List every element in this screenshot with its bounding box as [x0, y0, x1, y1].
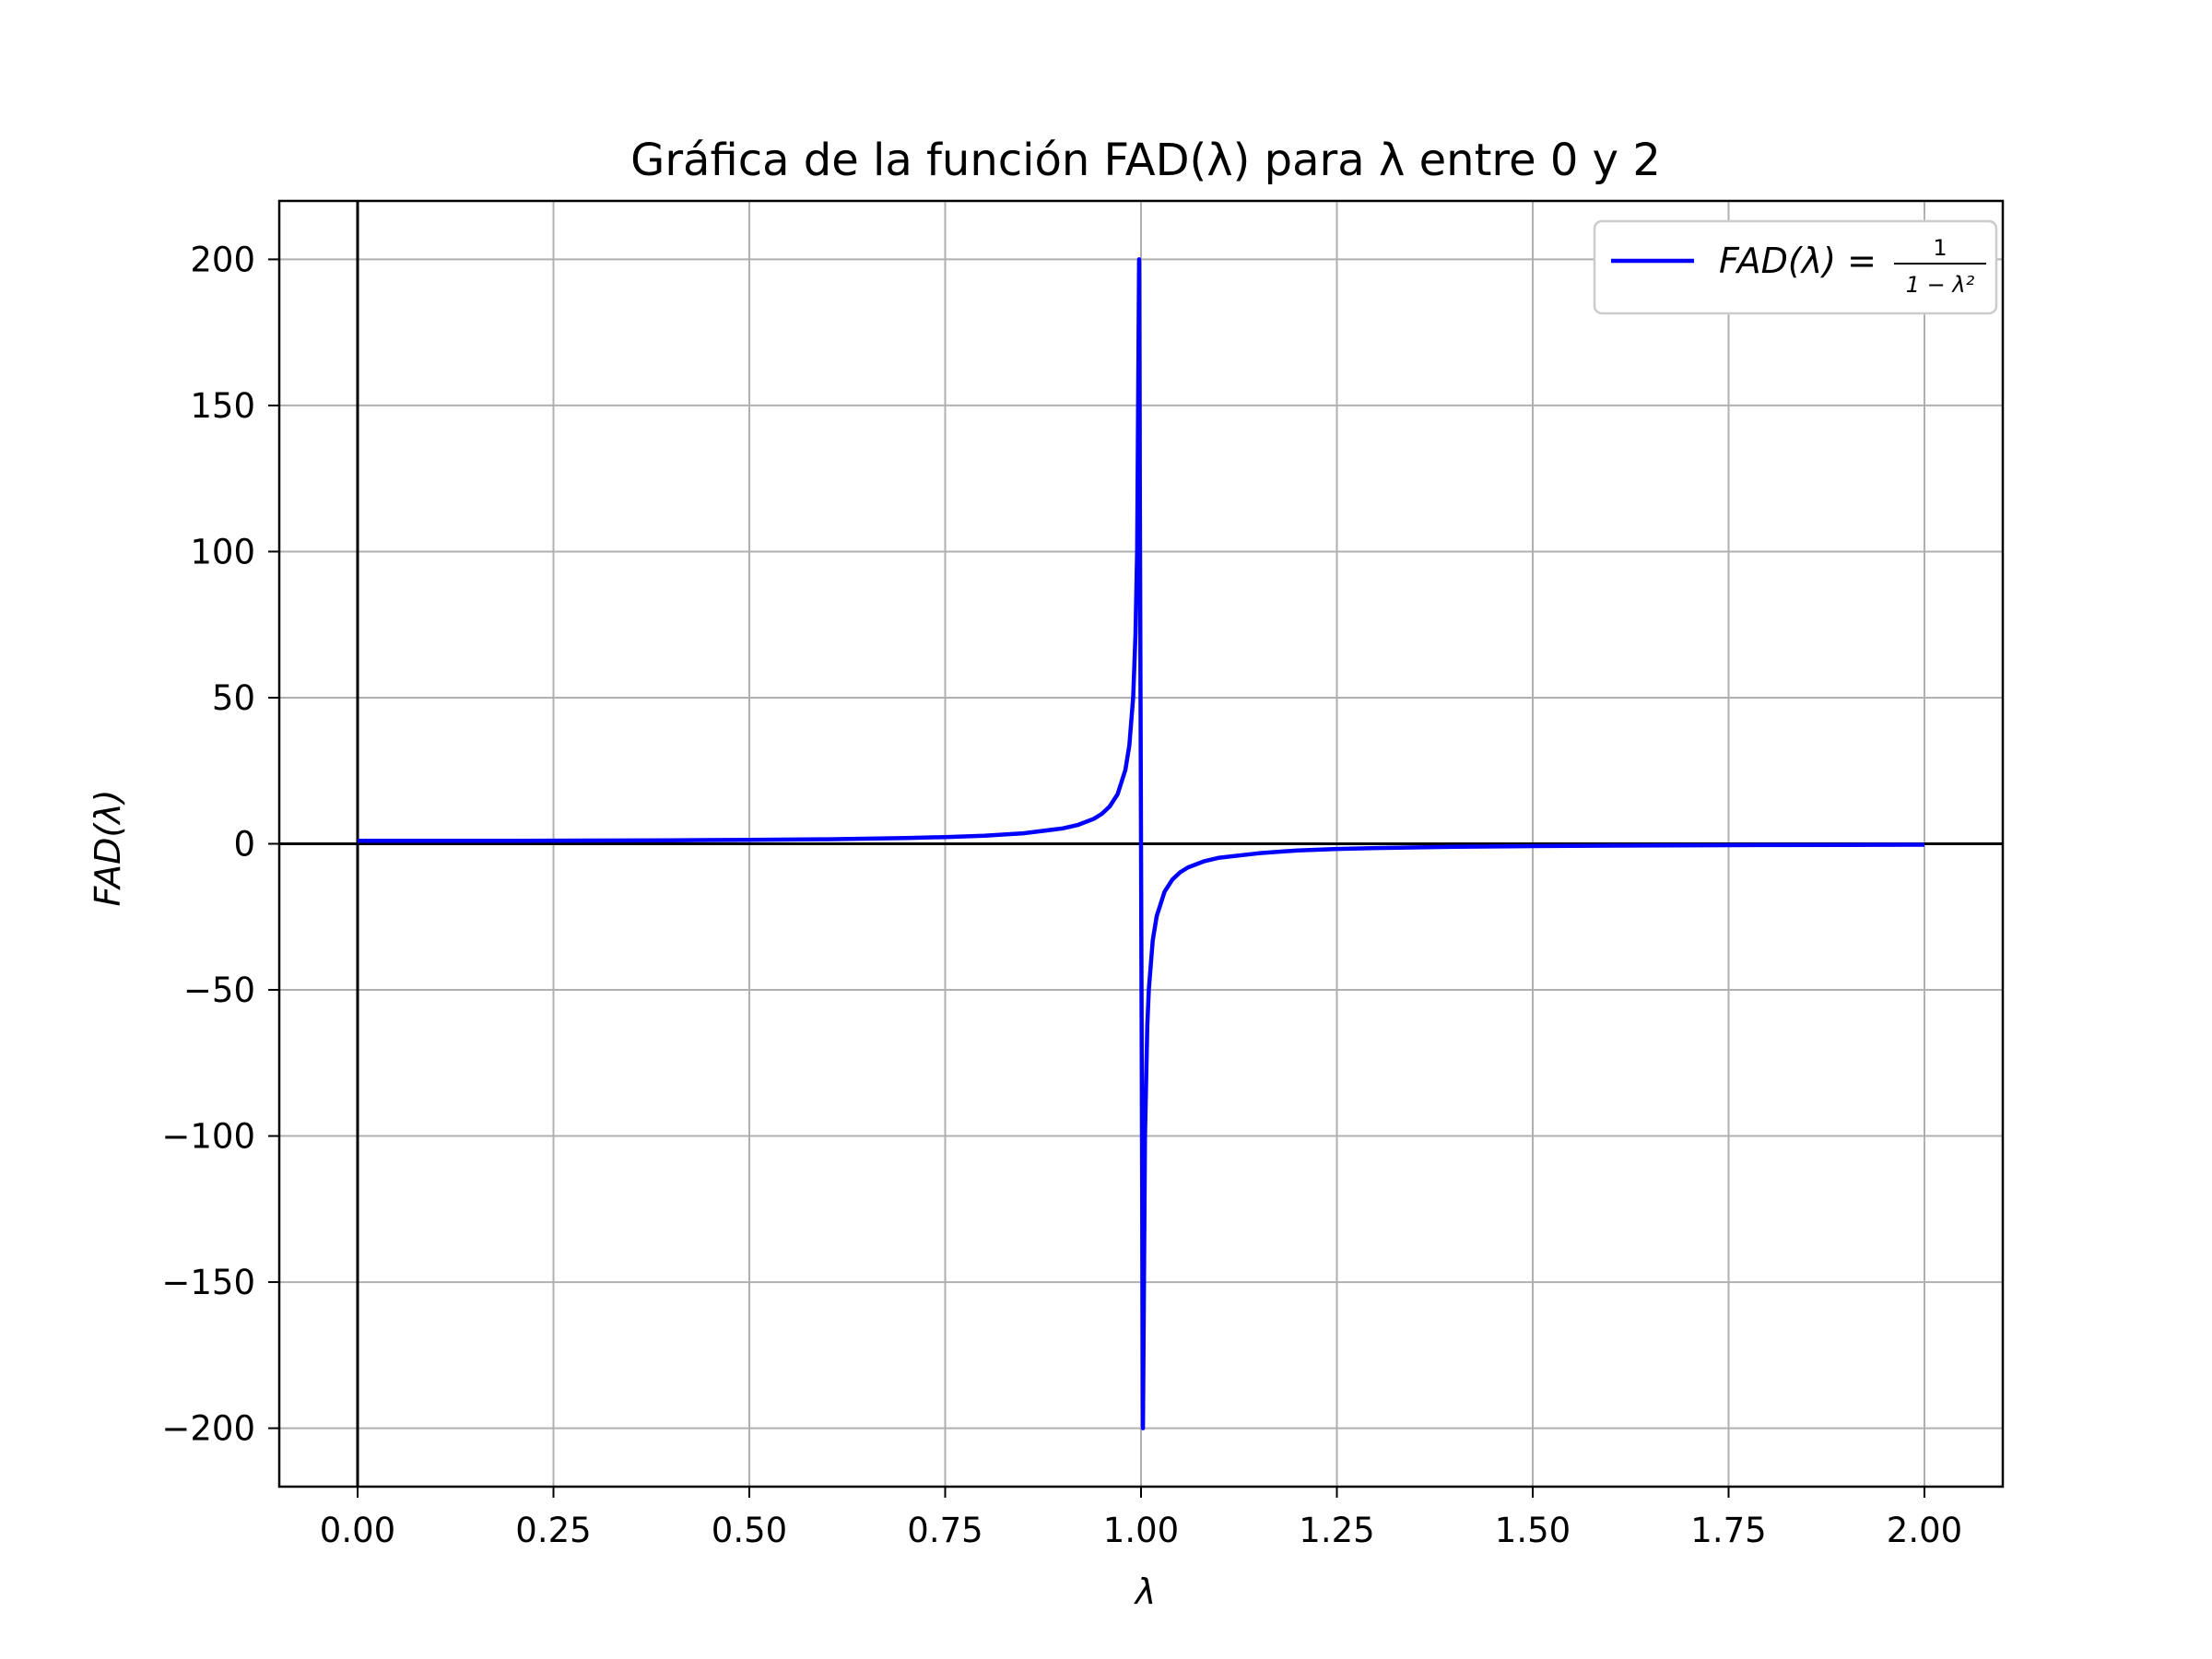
- y-tick-label: −200: [161, 1409, 255, 1449]
- x-tick-label: 2.00: [1887, 1511, 1962, 1550]
- y-tick-label: 150: [190, 386, 255, 426]
- legend: FAD(λ) = 1 1 − λ²: [1593, 219, 1998, 315]
- x-axis-label: λ: [1134, 1571, 1157, 1612]
- x-tick-label: 1.50: [1495, 1511, 1571, 1550]
- y-tick-label: 0: [233, 825, 255, 865]
- chart-title: Gráfica de la función FAD(λ) para λ entr…: [630, 135, 1661, 186]
- y-axis-label: FAD(λ): [88, 789, 128, 906]
- x-tick-label: 1.00: [1103, 1511, 1179, 1550]
- y-tick-label: −50: [183, 971, 255, 1010]
- x-axis-ticks: 0.00 0.25 0.50 0.75 1.00 1.25 1.50 1.75 2.00: [320, 1487, 1962, 1550]
- y-tick-label: −150: [161, 1263, 255, 1302]
- legend-box: [1593, 219, 1998, 315]
- y-tick-label: 50: [212, 678, 255, 718]
- x-tick-label: 1.75: [1690, 1511, 1766, 1550]
- y-tick-label: 100: [190, 532, 255, 571]
- y-tick-label: 200: [190, 240, 255, 279]
- legend-label-denominator: 1 − λ²: [1906, 272, 1975, 298]
- series-line: [358, 257, 1925, 1430]
- series-layer: [358, 257, 1925, 1430]
- x-tick-label: 0.00: [320, 1511, 395, 1550]
- x-tick-label: 0.50: [712, 1511, 787, 1550]
- x-tick-label: 0.75: [907, 1511, 982, 1550]
- legend-label-numerator: 1: [1933, 235, 1947, 261]
- legend-label-lhs: FAD(λ) =: [1719, 241, 1877, 281]
- x-tick-label: 1.25: [1299, 1511, 1374, 1550]
- x-tick-label: 0.25: [515, 1511, 591, 1550]
- y-axis-ticks: 200 150 100 50 0 −50 −100 −150 −200: [161, 240, 279, 1449]
- y-tick-label: −100: [161, 1117, 255, 1157]
